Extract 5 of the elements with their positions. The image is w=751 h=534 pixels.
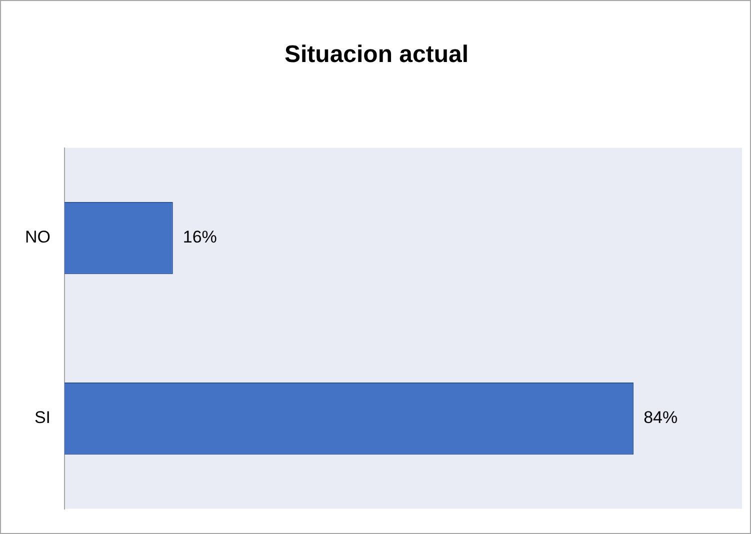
y-tick-label: NO [25, 228, 50, 247]
y-tick-label: SI [34, 408, 50, 428]
data-label: 16% [182, 228, 217, 247]
chart-title: Situacion actual [284, 41, 469, 68]
data-label: 84% [644, 408, 678, 428]
